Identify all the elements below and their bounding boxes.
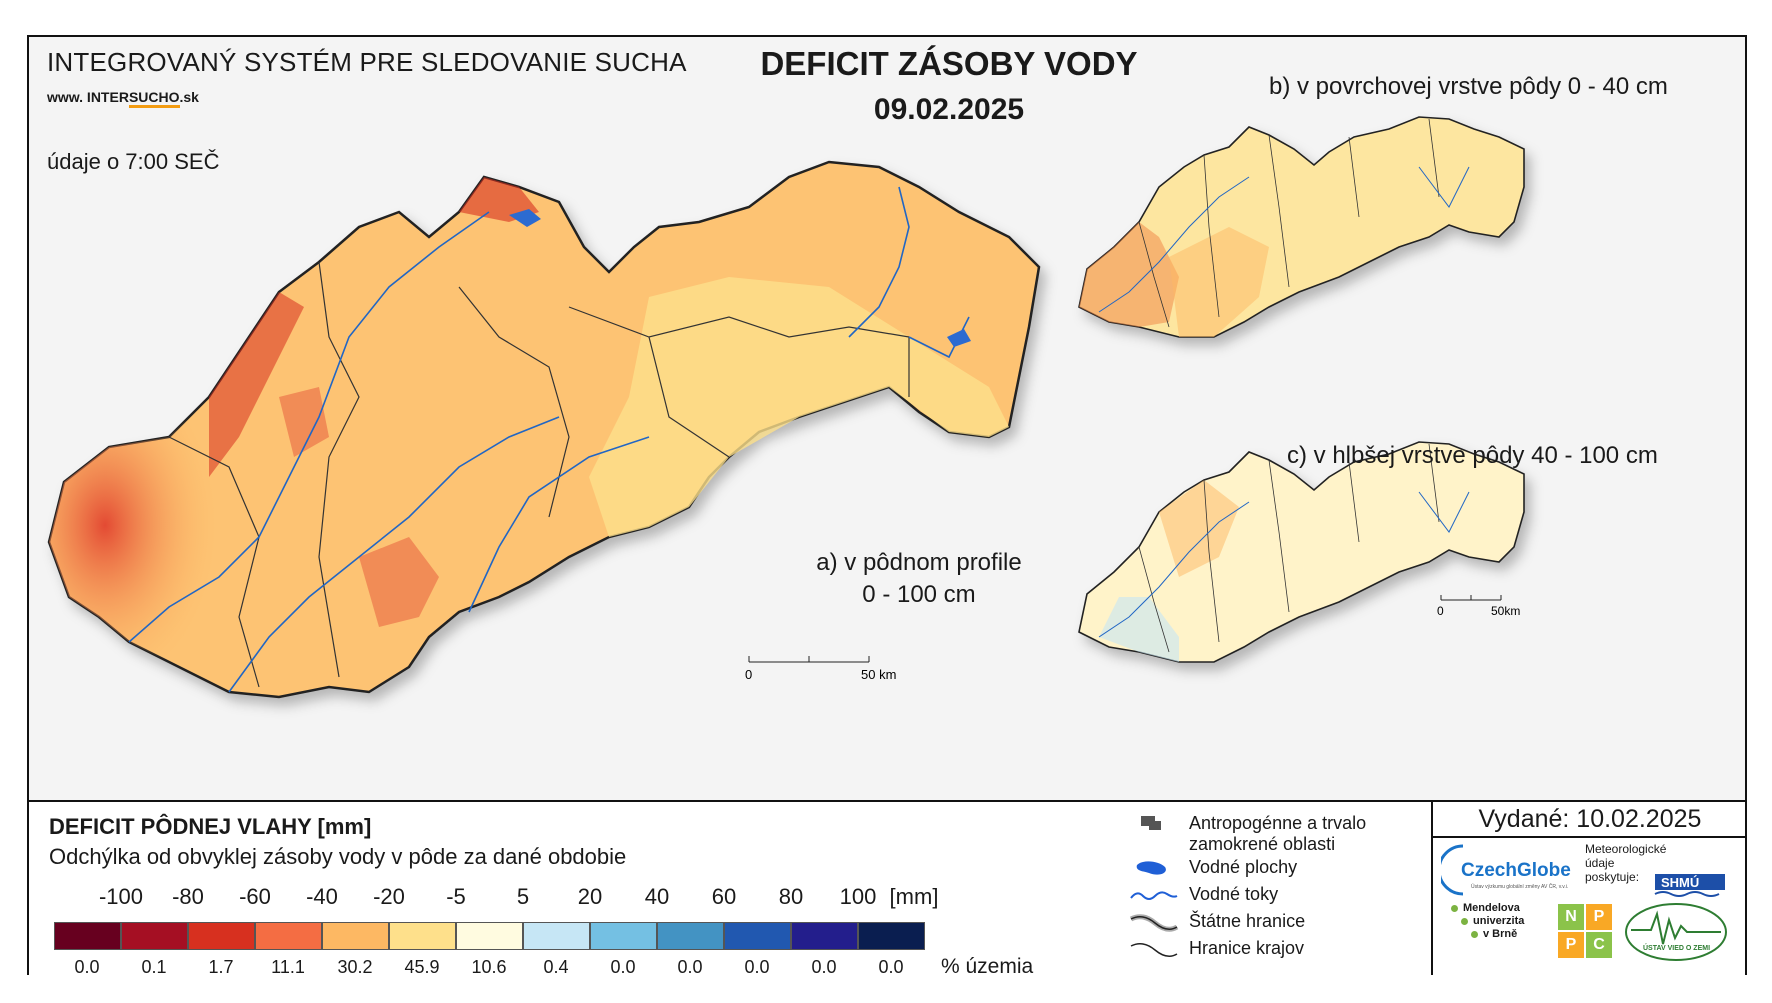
legend-cell	[255, 922, 322, 950]
legend-panel: DEFICIT PÔDNEJ VLAHY [mm] Odchýlka od ob…	[29, 800, 1747, 978]
svg-text:50km: 50km	[1491, 604, 1520, 618]
map-a-label: a) v pôdnom profile 0 - 100 cm	[816, 549, 1022, 608]
meteo-provider-text: Meteorologické údaje poskytuje:	[1585, 842, 1667, 884]
legend-percentages: 0.0 0.1 1.7 11.1 30.2 45.9 10.6 0.4 0.0 …	[54, 957, 954, 977]
mendel-logo: Mendelova univerzita v Brně	[1451, 902, 1524, 941]
legend-cell	[858, 922, 925, 950]
water-body-icon	[1136, 860, 1166, 875]
legend-tick: 40	[644, 884, 670, 909]
rivers-label: Vodné toky	[1189, 884, 1279, 904]
legend-tick: 60	[711, 884, 737, 909]
legend-cell	[456, 922, 523, 950]
symbol-legend: Antropogénne a trvalo zamokrené oblasti …	[1129, 812, 1366, 962]
legend-tick: 5	[516, 884, 530, 909]
legend-tick: -60	[239, 884, 271, 909]
legend-pct: 11.1	[271, 957, 305, 977]
map-c-label: c) v hlbšej vrstve pôdy 40 - 100 cm	[1287, 442, 1658, 469]
legend-pct: 0.4	[543, 957, 569, 977]
legend-unit: [mm]	[889, 884, 939, 909]
svg-text:50 km: 50 km	[861, 667, 896, 682]
legend-pct: 30.2	[337, 957, 373, 977]
issued-date: Vydané: 10.02.2025	[1433, 802, 1747, 838]
svg-text:ÚSTAV VIED O ZEMI: ÚSTAV VIED O ZEMI	[1643, 943, 1710, 952]
svg-text:Ústav výzkumu globální změny A: Ústav výzkumu globální změny AV ČR, v.v.…	[1471, 883, 1568, 890]
legend-cell	[724, 922, 791, 950]
legend-pct: 0.0	[811, 957, 837, 977]
svg-text:CzechGlobe: CzechGlobe	[1461, 860, 1571, 881]
legend-cell	[590, 922, 657, 950]
shmu-logo: SHMÚ	[1653, 872, 1733, 900]
nppc-logo: N P P C	[1558, 904, 1612, 958]
legend-cell	[54, 922, 121, 950]
legend-cell	[188, 922, 255, 950]
river-icon	[1130, 890, 1178, 900]
czechglobe-logo: CzechGlobe Ústav výzkumu globální změny …	[1437, 840, 1581, 900]
map-date: 09.02.2025	[873, 93, 1025, 126]
main-title: DEFICIT ZÁSOBY VODY	[760, 45, 1138, 82]
legend-pct: 10.6	[471, 957, 507, 977]
data-time: údaje o 7:00 SEČ	[47, 149, 220, 174]
legend-tick: -20	[373, 884, 405, 909]
svg-text:SHMÚ: SHMÚ	[1661, 875, 1699, 890]
urban-label-2: zamokrené oblasti	[1189, 833, 1336, 854]
scale-bar-small: 0 50km	[1437, 595, 1520, 618]
legend-ticks: -100 -80 -60 -40 -20 -5 5 20 40 60 80 10…	[54, 884, 954, 910]
legend-tick: 80	[778, 884, 804, 909]
state-border-label: Štátne hranice	[1189, 911, 1306, 931]
legend-cell	[791, 922, 858, 950]
legend-pct: 0.0	[74, 957, 100, 977]
map-frame: INTEGROVANÝ SYSTÉM PRE SLEDOVANIE SUCHA …	[27, 35, 1747, 978]
legend-cell	[389, 922, 456, 950]
uvz-logo: ÚSTAV VIED O ZEMI	[1621, 900, 1731, 966]
region-border-icon	[1130, 942, 1178, 957]
legend-tick: -100	[98, 884, 144, 909]
main-map-a: 0 50 km 0 50km	[47, 116, 1525, 699]
legend-title: DEFICIT PÔDNEJ VLAHY [mm]	[49, 814, 372, 839]
urban-area-icon	[1141, 816, 1161, 830]
legend-tick: -5	[446, 884, 466, 909]
legend-subtitle: Odchýlka od obvyklej zásoby vody v pôde …	[49, 844, 627, 869]
website-link[interactable]: www. INTERSUCHO.sk	[47, 89, 199, 108]
legend-pct: 0.0	[677, 957, 703, 977]
legend-cell	[657, 922, 724, 950]
legend-cell	[322, 922, 389, 950]
svg-text:0: 0	[1437, 604, 1444, 618]
legend-tick: -40	[306, 884, 338, 909]
legend-cell	[121, 922, 188, 950]
legend-cell	[523, 922, 590, 950]
urban-label: Antropogénne a trvalo	[1189, 812, 1367, 833]
legend-pct: 0.0	[610, 957, 636, 977]
system-title: INTEGROVANÝ SYSTÉM PRE SLEDOVANIE SUCHA	[47, 47, 687, 77]
legend-pct: 1.7	[208, 957, 234, 977]
legend-pct: 0.0	[878, 957, 904, 977]
water-bodies-label: Vodné plochy	[1189, 857, 1298, 877]
legend-colorbar	[54, 922, 925, 950]
svg-text:0: 0	[745, 667, 752, 682]
percent-unit: % územia	[941, 955, 1034, 978]
legend-tick: 20	[577, 884, 603, 909]
issuer-box: Vydané: 10.02.2025 CzechGlobe Ústav výzk…	[1431, 802, 1747, 975]
legend-pct: 0.0	[744, 957, 770, 977]
state-border-icon	[1129, 913, 1179, 932]
legend-pct: 0.1	[141, 957, 167, 977]
map-b-label: b) v povrchovej vrstve pôdy 0 - 40 cm	[1269, 73, 1668, 100]
legend-tick: 100	[839, 884, 877, 909]
legend-tick: -80	[172, 884, 204, 909]
legend-pct: 45.9	[404, 957, 440, 977]
scale-bar-main: 0 50 km	[745, 656, 896, 682]
region-border-label: Hranice krajov	[1189, 938, 1305, 958]
